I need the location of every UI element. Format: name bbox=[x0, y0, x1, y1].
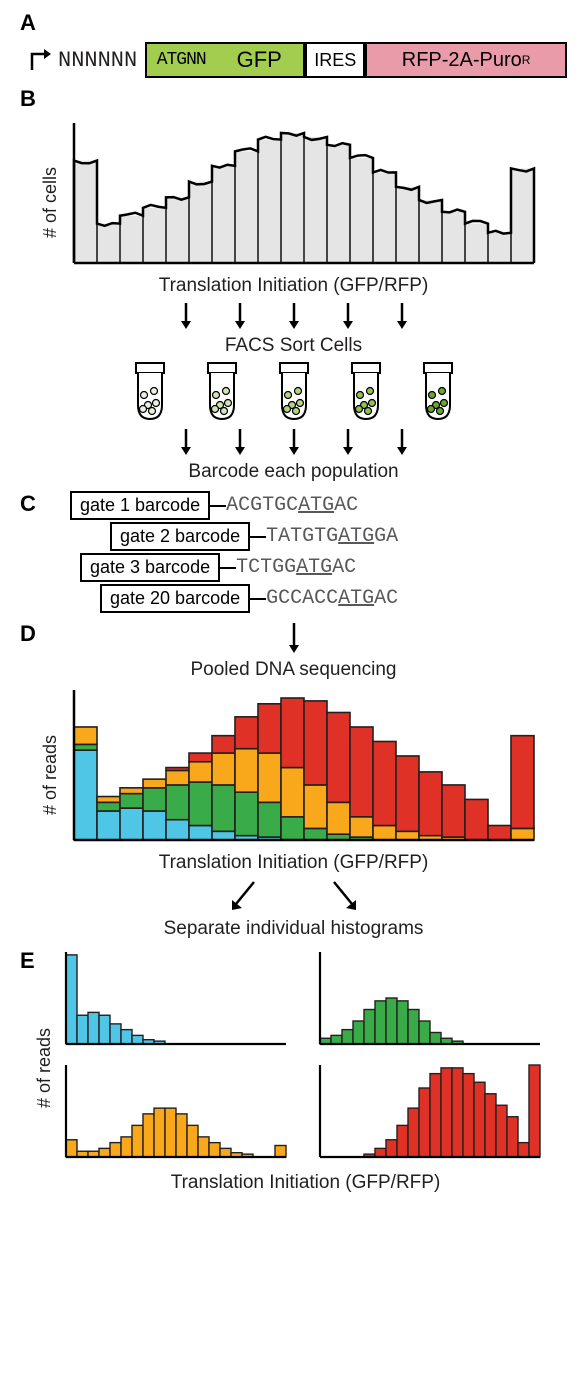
panel-e-ylabel: # of reads bbox=[34, 1028, 55, 1108]
panel-b-label: B bbox=[20, 86, 567, 112]
rfp-box: RFP-2A-PuroR bbox=[365, 42, 567, 78]
tube-icon bbox=[416, 361, 460, 423]
rfp-text: RFP-2A-Puro bbox=[402, 49, 522, 72]
tube-icon bbox=[128, 361, 172, 423]
gfp-box: GFP bbox=[215, 42, 305, 78]
rfp-super: R bbox=[522, 53, 531, 67]
panel-b-ylabel: # of cells bbox=[40, 167, 61, 238]
barcode-row: gate 20 barcode GCCACCATGAC bbox=[100, 584, 567, 613]
construct-diagram: NNNNNN ATGNN GFP IRES RFP-2A-PuroR bbox=[26, 42, 567, 78]
barcode-row: gate 3 barcode TCTGGATGAC bbox=[80, 553, 567, 582]
panel-b-histogram bbox=[64, 118, 544, 268]
mini-histogram bbox=[312, 1061, 558, 1170]
arrows-to-facs bbox=[44, 301, 544, 331]
barcode-row: gate 2 barcode TATGTGATGGA bbox=[110, 522, 567, 551]
mini-histogram bbox=[58, 1061, 304, 1170]
barcode-box: gate 20 barcode bbox=[100, 584, 250, 613]
panel-d-label: D bbox=[20, 621, 36, 647]
barcode-seq: ACGTGCATGAC bbox=[226, 494, 358, 517]
barcode-seq: GCCACCATGAC bbox=[266, 587, 398, 610]
barcode-seq: TCTGGATGAC bbox=[236, 556, 356, 579]
tube-icon bbox=[272, 361, 316, 423]
tube-icon bbox=[344, 361, 388, 423]
connector-line bbox=[250, 536, 266, 538]
barcode-box: gate 1 barcode bbox=[70, 491, 210, 520]
connector-line bbox=[250, 598, 266, 600]
arrows-to-barcode bbox=[44, 427, 544, 457]
panel-c: C gate 1 barcode ACGTGCATGAC gate 2 barc… bbox=[20, 491, 567, 613]
separate-label: Separate individual histograms bbox=[20, 918, 567, 940]
ires-box: IRES bbox=[305, 42, 365, 78]
tube-icon bbox=[200, 361, 244, 423]
barcode-step-label: Barcode each population bbox=[44, 461, 544, 483]
connector-line bbox=[210, 505, 226, 507]
barcode-row: gate 1 barcode ACGTGCATGAC bbox=[70, 491, 567, 520]
panel-e: E # of reads Translation Initiation (GFP… bbox=[20, 948, 567, 1194]
mini-histogram bbox=[58, 948, 304, 1057]
promoter-icon bbox=[26, 46, 54, 74]
mini-histogram bbox=[312, 948, 558, 1057]
random-nts: NNNNNN bbox=[58, 48, 137, 73]
barcode-box: gate 3 barcode bbox=[80, 553, 220, 582]
tubes-row bbox=[44, 361, 544, 423]
panel-d-histogram bbox=[64, 685, 544, 845]
arrow-to-pooled bbox=[287, 621, 301, 655]
panel-b-xlabel: Translation Initiation (GFP/RFP) bbox=[44, 275, 544, 297]
pooled-seq-label: Pooled DNA sequencing bbox=[20, 659, 567, 681]
panel-e-label: E bbox=[20, 948, 35, 974]
facs-label: FACS Sort Cells bbox=[44, 335, 544, 357]
panel-b: B # of cells Translation Initiation (GFP… bbox=[20, 86, 567, 483]
panel-c-label: C bbox=[20, 491, 36, 517]
barcode-seq: TATGTGATGGA bbox=[266, 525, 398, 548]
connector-line bbox=[220, 567, 236, 569]
panel-d-ylabel: # of reads bbox=[40, 735, 61, 815]
barcode-list: gate 1 barcode ACGTGCATGAC gate 2 barcod… bbox=[70, 491, 567, 613]
panel-d: D Pooled DNA sequencing # of reads Trans… bbox=[20, 621, 567, 940]
panel-a-label: A bbox=[20, 10, 567, 36]
barcode-box: gate 2 barcode bbox=[110, 522, 250, 551]
split-arrows bbox=[20, 878, 567, 914]
panel-e-xlabel: Translation Initiation (GFP/RFP) bbox=[58, 1172, 554, 1194]
panel-a: A NNNNNN ATGNN GFP IRES RFP-2A-PuroR bbox=[20, 10, 567, 78]
panel-d-xlabel: Translation Initiation (GFP/RFP) bbox=[44, 852, 544, 874]
atg-box: ATGNN bbox=[145, 42, 215, 78]
panel-e-grid bbox=[58, 948, 558, 1170]
